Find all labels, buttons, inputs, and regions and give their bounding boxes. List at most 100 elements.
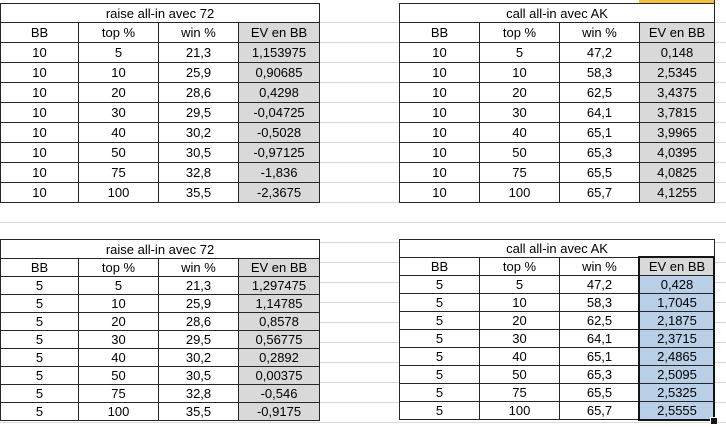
table-title-cell[interactable]: call all-in avec AK: [398, 3, 716, 23]
cell[interactable]: 65,3: [559, 365, 640, 384]
cell[interactable]: 5: [0, 312, 79, 331]
cell[interactable]: 10: [78, 62, 159, 83]
cell[interactable]: 30: [479, 102, 560, 123]
cell[interactable]: 75: [78, 162, 159, 183]
cell[interactable]: 30: [78, 102, 159, 123]
cell[interactable]: 5: [78, 276, 159, 295]
cell-ev[interactable]: -0,04725: [237, 102, 321, 123]
cell[interactable]: 5: [399, 329, 480, 348]
cell-ev[interactable]: 1,7045: [638, 293, 716, 312]
cell[interactable]: 50: [479, 142, 560, 163]
cell[interactable]: 29,5: [158, 102, 239, 123]
cell[interactable]: 5: [399, 275, 480, 294]
cell-ev[interactable]: -2,3675: [237, 182, 321, 203]
cell[interactable]: 47,2: [559, 42, 640, 63]
cell[interactable]: 5: [399, 347, 480, 366]
cell[interactable]: 5: [479, 42, 560, 63]
cell-ev[interactable]: 1,14785: [237, 294, 321, 313]
cell[interactable]: 10: [0, 142, 79, 163]
cell[interactable]: 20: [78, 82, 159, 103]
cell[interactable]: 100: [78, 402, 159, 421]
partial-yellow-cell[interactable]: [639, 0, 715, 3]
cell[interactable]: 10: [399, 102, 480, 123]
cell-ev[interactable]: 4,0825: [638, 162, 716, 183]
cell[interactable]: 35,5: [158, 402, 239, 421]
cell[interactable]: 10: [0, 62, 79, 83]
cell-ev[interactable]: -0,5028: [237, 122, 321, 143]
cell[interactable]: 10: [0, 162, 79, 183]
cell[interactable]: 20: [78, 312, 159, 331]
cell[interactable]: 62,5: [559, 311, 640, 330]
cell-ev[interactable]: 0,56775: [237, 330, 321, 349]
cell[interactable]: 20: [479, 311, 560, 330]
column-header-win-pct[interactable]: win %: [158, 258, 239, 277]
table-title-cell[interactable]: call all-in avec AK: [398, 239, 716, 258]
cell-ev[interactable]: -0,97125: [237, 142, 321, 163]
cell-ev[interactable]: 2,1875: [638, 311, 716, 330]
cell[interactable]: 65,5: [559, 383, 640, 402]
cell[interactable]: 30: [479, 329, 560, 348]
cell[interactable]: 10: [0, 102, 79, 123]
cell[interactable]: 40: [479, 122, 560, 143]
cell[interactable]: 100: [479, 182, 560, 203]
cell[interactable]: 21,3: [158, 42, 239, 63]
cell[interactable]: 75: [78, 384, 159, 403]
column-header-top-pct[interactable]: top %: [479, 257, 560, 276]
cell[interactable]: 5: [0, 330, 79, 349]
cell[interactable]: 32,8: [158, 162, 239, 183]
table-title-cell[interactable]: raise all-in avec 72: [0, 3, 321, 23]
cell-ev[interactable]: 4,1255: [638, 182, 716, 203]
cell[interactable]: 58,3: [559, 62, 640, 83]
column-header-top-pct[interactable]: top %: [78, 258, 159, 277]
cell[interactable]: 28,6: [158, 82, 239, 103]
cell[interactable]: 10: [399, 82, 480, 103]
cell[interactable]: 50: [78, 142, 159, 163]
cell-ev[interactable]: 2,5095: [638, 365, 716, 384]
column-header-bb[interactable]: BB: [399, 257, 480, 276]
cell[interactable]: 5: [399, 293, 480, 312]
cell-ev[interactable]: 2,3715: [638, 329, 716, 348]
cell-ev[interactable]: 0,4298: [237, 82, 321, 103]
cell[interactable]: 65,3: [559, 142, 640, 163]
cell-ev[interactable]: 2,5345: [638, 62, 716, 83]
cell-ev[interactable]: -1,836: [237, 162, 321, 183]
cell[interactable]: 5: [399, 311, 480, 330]
column-header-ev[interactable]: EV en BB: [237, 258, 321, 277]
cell[interactable]: 40: [479, 347, 560, 366]
cell-ev[interactable]: -0,9175: [237, 402, 321, 421]
cell[interactable]: 25,9: [158, 294, 239, 313]
cell-ev[interactable]: 0,90685: [237, 62, 321, 83]
cell[interactable]: 10: [0, 122, 79, 143]
cell-ev[interactable]: 3,9965: [638, 122, 716, 143]
column-header-top-pct[interactable]: top %: [78, 22, 159, 43]
cell[interactable]: 20: [479, 82, 560, 103]
cell[interactable]: 40: [78, 348, 159, 367]
column-header-top-pct[interactable]: top %: [479, 22, 560, 43]
cell-ev[interactable]: 2,5325: [638, 383, 716, 402]
cell[interactable]: 5: [0, 348, 79, 367]
cell[interactable]: 32,8: [158, 384, 239, 403]
column-header-bb[interactable]: BB: [0, 258, 79, 277]
cell[interactable]: 30,2: [158, 122, 239, 143]
cell[interactable]: 64,1: [559, 329, 640, 348]
cell[interactable]: 30,5: [158, 366, 239, 385]
cell[interactable]: 30,5: [158, 142, 239, 163]
cell[interactable]: 40: [78, 122, 159, 143]
cell-ev[interactable]: 2,5555: [638, 401, 716, 420]
cell[interactable]: 75: [479, 162, 560, 183]
cell[interactable]: 5: [399, 365, 480, 384]
cell[interactable]: 62,5: [559, 82, 640, 103]
cell-ev[interactable]: 1,153975: [237, 42, 321, 63]
cell[interactable]: 5: [0, 276, 79, 295]
cell[interactable]: 25,9: [158, 62, 239, 83]
cell-ev[interactable]: -0,546: [237, 384, 321, 403]
column-header-win-pct[interactable]: win %: [559, 22, 640, 43]
cell[interactable]: 5: [399, 401, 480, 420]
cell[interactable]: 58,3: [559, 293, 640, 312]
column-header-win-pct[interactable]: win %: [559, 257, 640, 276]
cell[interactable]: 5: [0, 402, 79, 421]
cell-ev[interactable]: 2,4865: [638, 347, 716, 366]
cell-ev[interactable]: 1,297475: [237, 276, 321, 295]
column-header-ev[interactable]: EV en BB: [638, 22, 716, 43]
cell[interactable]: 5: [0, 294, 79, 313]
